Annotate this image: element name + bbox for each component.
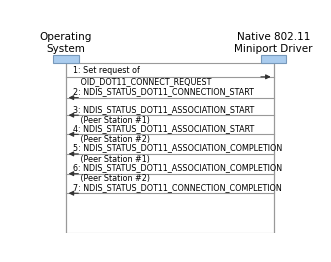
Text: Operating
System: Operating System [40,32,92,54]
Text: 5: NDIS_STATUS_DOT11_ASSOCIATION_COMPLETION: 5: NDIS_STATUS_DOT11_ASSOCIATION_COMPLET… [73,144,283,152]
Text: 1: Set request of: 1: Set request of [73,67,140,75]
Text: 3: NDIS_STATUS_DOT11_ASSOCIATION_START: 3: NDIS_STATUS_DOT11_ASSOCIATION_START [73,105,255,114]
Text: (Peer Station #1): (Peer Station #1) [73,116,150,125]
Bar [66,63,273,233]
Text: Native 802.11
Miniport Driver: Native 802.11 Miniport Driver [234,32,313,54]
Text: (Peer Station #1): (Peer Station #1) [73,155,150,163]
Bar [53,55,78,63]
Bar [261,55,286,63]
Text: (Peer Station #2): (Peer Station #2) [73,135,151,144]
Text: OID_DOT11_CONNECT_REQUEST: OID_DOT11_CONNECT_REQUEST [73,78,212,86]
Text: 4: NDIS_STATUS_DOT11_ASSOCIATION_START: 4: NDIS_STATUS_DOT11_ASSOCIATION_START [73,124,255,133]
Text: 2: NDIS_STATUS_DOT11_CONNECTION_START: 2: NDIS_STATUS_DOT11_CONNECTION_START [73,87,254,96]
Text: (Peer Station #2): (Peer Station #2) [73,174,151,183]
Text: 6: NDIS_STATUS_DOT11_ASSOCIATION_COMPLETION: 6: NDIS_STATUS_DOT11_ASSOCIATION_COMPLET… [73,163,283,172]
Text: 7: NDIS_STATUS_DOT11_CONNECTION_COMPLETION: 7: NDIS_STATUS_DOT11_CONNECTION_COMPLETI… [73,183,282,192]
